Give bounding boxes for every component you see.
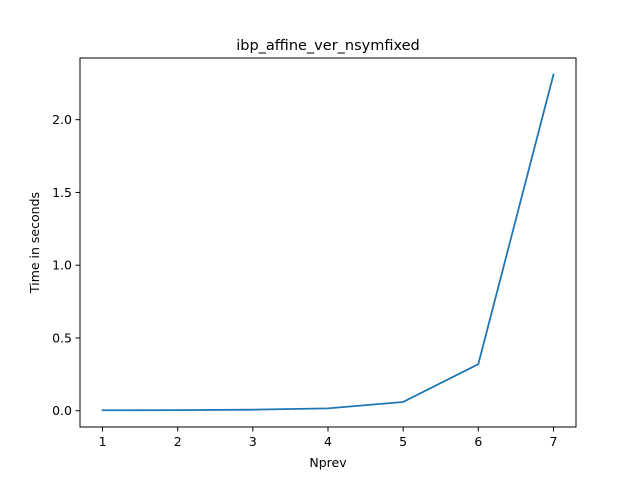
y-axis-label: Time in seconds [27,192,42,294]
series-line-0 [101,73,555,412]
x-tick-label: 1 [99,434,107,449]
x-tick-label: 3 [249,434,257,449]
x-tick-label: 6 [474,434,482,449]
x-tick-label: 7 [549,434,557,449]
y-axis-ticks: 0.0 0.5 1.0 1.5 2.0 [52,112,80,418]
y-tick-label: 1.5 [52,185,72,200]
chart-title: ibp_affine_ver_nsymfixed [236,38,420,54]
y-tick-label: 0.0 [52,403,72,418]
x-tick-label: 5 [399,434,407,449]
y-tick-label: 1.0 [52,258,72,273]
x-axis-label: Nprev [309,455,347,470]
x-tick-label: 2 [174,434,182,449]
x-axis-ticks: 1 2 3 4 5 6 7 [99,427,557,449]
y-tick-label: 0.5 [52,330,72,345]
y-tick-label: 2.0 [52,112,72,127]
plot-area: 1 2 3 4 5 6 7 0.0 0.5 1.0 1.5 2.0 [52,57,577,449]
x-tick-label: 4 [324,434,332,449]
series-layer [101,73,555,412]
